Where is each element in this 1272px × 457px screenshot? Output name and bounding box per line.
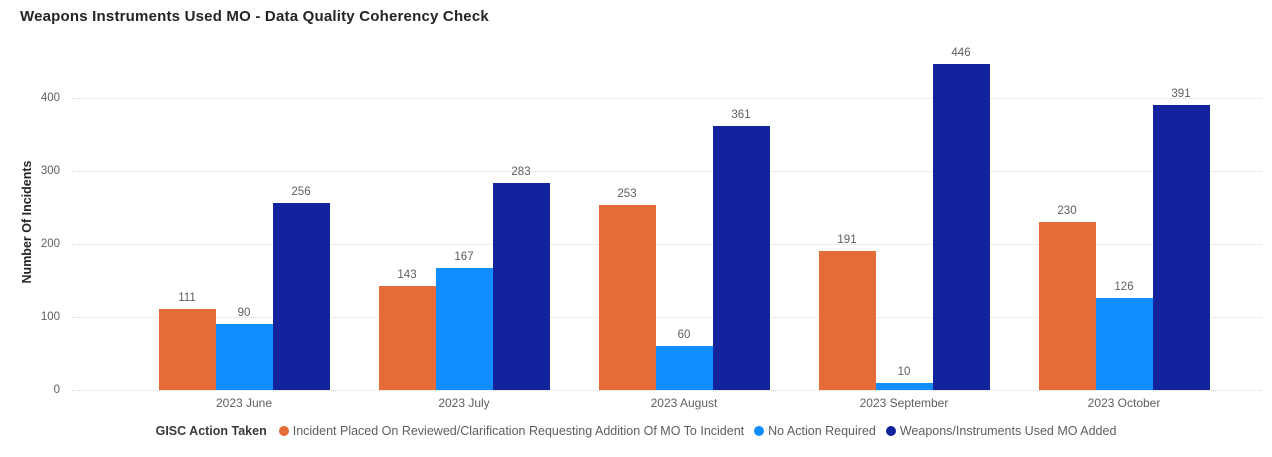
bar-series2-2023-june[interactable] bbox=[215, 324, 273, 390]
data-label: 256 bbox=[291, 186, 311, 198]
bar-slot: 60 bbox=[655, 46, 713, 390]
bars-container: 111 90 256 143 167 283 253 60 361 191 10 446 230 126 3… bbox=[134, 46, 1234, 390]
y-tick-400: 400 bbox=[40, 92, 60, 104]
data-label: 143 bbox=[397, 269, 417, 281]
bar-group-2023-august: 253 60 361 bbox=[574, 46, 794, 390]
bar-slot: 253 bbox=[598, 46, 656, 390]
legend-swatch-icon bbox=[885, 426, 896, 436]
legend-swatch-icon bbox=[754, 426, 765, 436]
plot-area: 0 100 200 300 400 111 90 256 143 167 283 253 60 361 19… bbox=[41, 46, 1262, 396]
x-label-2023-june: 2023 June bbox=[215, 396, 273, 410]
chart-title: Weapons Instruments Used MO - Data Quali… bbox=[20, 8, 489, 25]
data-label: 253 bbox=[617, 188, 637, 200]
bar-slot: 111 bbox=[158, 46, 216, 390]
data-label: 446 bbox=[951, 47, 971, 59]
data-label: 10 bbox=[897, 366, 911, 378]
legend-title: GISC Action Taken bbox=[155, 424, 267, 438]
bar-slot: 90 bbox=[215, 46, 273, 390]
data-label: 111 bbox=[178, 292, 196, 304]
bar-series2-2023-july[interactable] bbox=[435, 268, 493, 390]
bar-slot: 191 bbox=[818, 46, 876, 390]
data-label: 167 bbox=[454, 251, 474, 263]
data-label: 90 bbox=[237, 307, 251, 319]
x-axis-labels: 2023 June 2023 July 2023 August 2023 Septem… bbox=[134, 396, 1234, 410]
data-label: 361 bbox=[731, 109, 751, 121]
bar-group-2023-july: 143 167 283 bbox=[354, 46, 574, 390]
gridline-y-0 bbox=[72, 390, 1262, 391]
bar-series1-2023-october[interactable] bbox=[1038, 222, 1096, 390]
legend-item-series1[interactable]: Incident Placed On Reviewed/Clarificatio… bbox=[278, 424, 745, 438]
legend: GISC Action Taken Incident Placed On Rev… bbox=[0, 424, 1272, 438]
bar-series3-2023-june[interactable] bbox=[272, 203, 330, 390]
legend-item-series2[interactable]: No Action Required bbox=[754, 424, 876, 438]
y-tick-300: 300 bbox=[40, 165, 60, 177]
bar-series3-2023-august[interactable] bbox=[712, 126, 770, 390]
gridline-y-300 bbox=[72, 171, 1262, 172]
x-label-2023-october: 2023 October bbox=[1087, 396, 1161, 410]
bar-slot: 256 bbox=[272, 46, 330, 390]
gridline-y-400 bbox=[72, 98, 1262, 99]
legend-label: Incident Placed On Reviewed/Clarificatio… bbox=[292, 424, 745, 438]
bar-series3-2023-july[interactable] bbox=[492, 183, 550, 390]
bar-slot: 143 bbox=[378, 46, 436, 390]
x-label-2023-july: 2023 July bbox=[438, 396, 490, 410]
bar-slot: 167 bbox=[435, 46, 493, 390]
bar-slot: 283 bbox=[492, 46, 550, 390]
bar-series3-2023-september[interactable] bbox=[932, 64, 990, 390]
bar-slot: 230 bbox=[1038, 46, 1096, 390]
x-label-2023-september: 2023 September bbox=[859, 396, 949, 410]
bar-group-2023-september: 191 10 446 bbox=[794, 46, 1014, 390]
gridline-y-200 bbox=[72, 244, 1262, 245]
data-label: 191 bbox=[837, 234, 857, 246]
gridline-y-100 bbox=[72, 317, 1262, 318]
bar-slot: 446 bbox=[932, 46, 990, 390]
bar-slot: 126 bbox=[1095, 46, 1153, 390]
bar-slot: 10 bbox=[875, 46, 933, 390]
bar-series3-2023-october[interactable] bbox=[1152, 105, 1210, 390]
x-label-2023-august: 2023 August bbox=[650, 396, 718, 410]
bar-series1-2023-september[interactable] bbox=[818, 251, 876, 390]
data-label: 391 bbox=[1171, 88, 1191, 100]
y-tick-200: 200 bbox=[40, 238, 60, 250]
data-label: 230 bbox=[1057, 205, 1077, 217]
bar-series1-2023-july[interactable] bbox=[378, 286, 436, 390]
bar-series2-2023-october[interactable] bbox=[1095, 298, 1153, 390]
legend-label: No Action Required bbox=[768, 424, 876, 438]
y-axis-title: Number Of Incidents bbox=[20, 160, 34, 284]
bar-series2-2023-august[interactable] bbox=[655, 346, 713, 390]
legend-swatch-icon bbox=[278, 426, 289, 436]
legend-item-series3[interactable]: Weapons/Instruments Used MO Added bbox=[885, 424, 1117, 438]
data-label: 126 bbox=[1114, 281, 1134, 293]
data-label: 60 bbox=[677, 329, 691, 341]
bar-slot: 361 bbox=[712, 46, 770, 390]
legend-label: Weapons/Instruments Used MO Added bbox=[899, 424, 1117, 438]
bar-series2-2023-september[interactable] bbox=[875, 383, 933, 390]
bar-series1-2023-august[interactable] bbox=[598, 205, 656, 390]
y-tick-100: 100 bbox=[40, 311, 60, 323]
bar-slot: 391 bbox=[1152, 46, 1210, 390]
data-label: 283 bbox=[511, 166, 531, 178]
bar-group-2023-october: 230 126 391 bbox=[1014, 46, 1234, 390]
bar-series1-2023-june[interactable] bbox=[158, 309, 216, 390]
bar-group-2023-june: 111 90 256 bbox=[134, 46, 354, 390]
y-tick-0: 0 bbox=[53, 384, 60, 396]
